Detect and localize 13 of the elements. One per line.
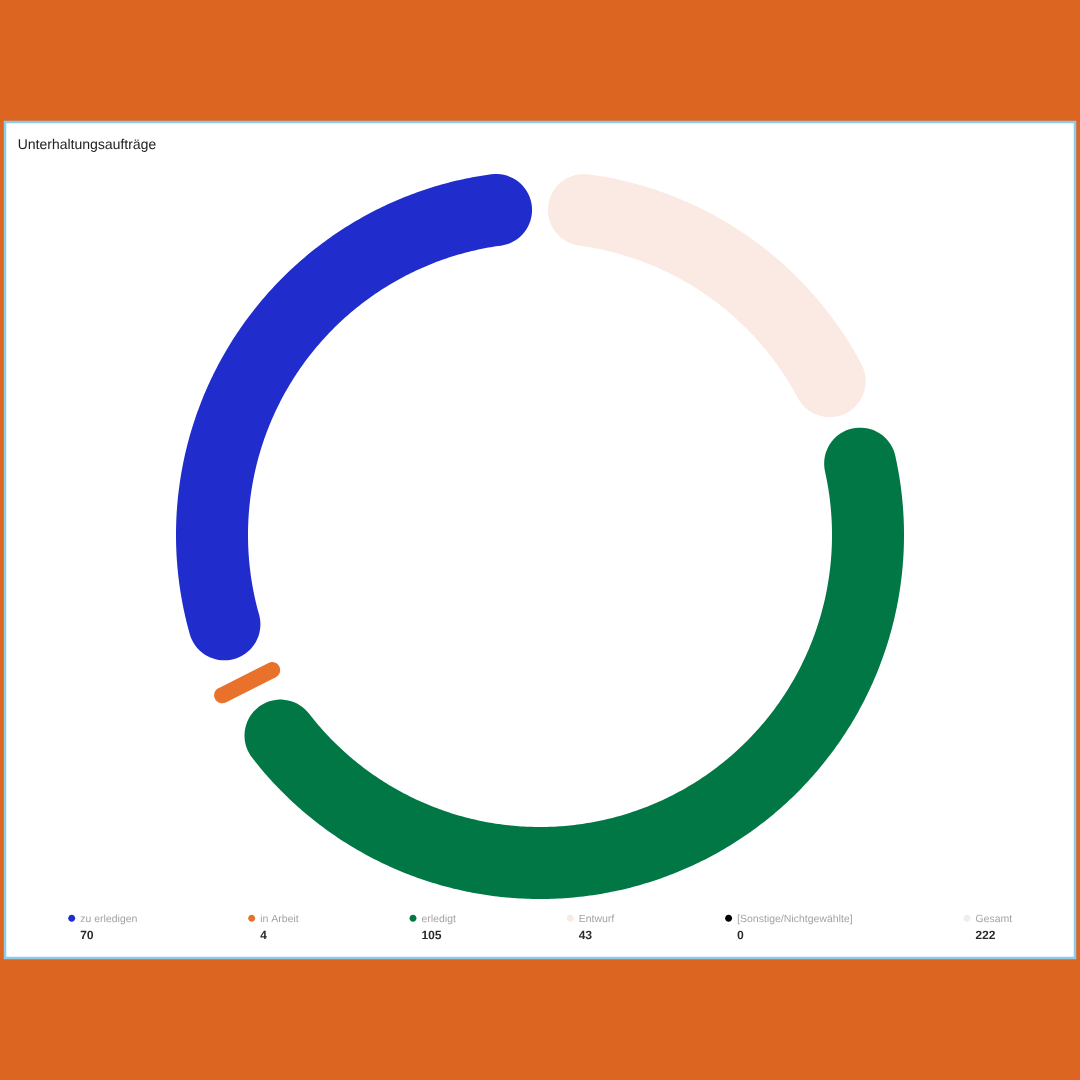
- data-label: 43: [578, 930, 592, 940]
- legend-label: in Arbeit: [260, 914, 299, 923]
- legend-label: zu erledigen: [80, 914, 137, 925]
- legend-label: [Sonstige/Nichtgewählte]: [737, 914, 852, 925]
- legend-label: erledigt: [421, 914, 456, 925]
- text: 0: [737, 930, 744, 940]
- text: Gesamt: [975, 914, 1013, 923]
- chart-title: Unterhaltungsaufträge: [18, 138, 156, 152]
- data-label: 4: [260, 930, 267, 940]
- data-label: 105: [422, 930, 442, 940]
- data-label: 70: [80, 930, 94, 940]
- legend-label: Entwurf: [579, 914, 615, 923]
- text: 222: [975, 930, 995, 940]
